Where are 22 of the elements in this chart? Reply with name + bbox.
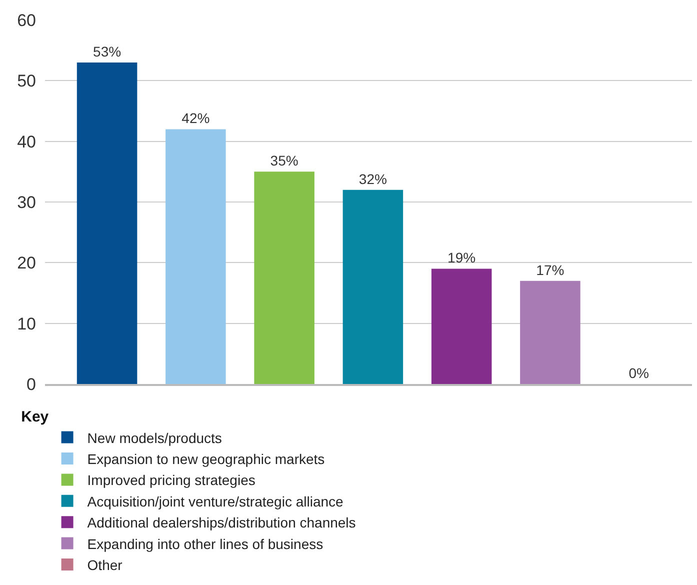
data-label: 32% xyxy=(358,170,387,187)
legend-label: Expanding into other lines of business xyxy=(87,536,324,552)
data-label: 17% xyxy=(536,262,564,278)
legend-label: Acquisition/joint venture/strategic alliance xyxy=(87,493,344,510)
data-label: 19% xyxy=(448,250,476,266)
y-tick-label: 30 xyxy=(17,192,36,212)
data-label: 35% xyxy=(270,152,298,169)
data-label: 53% xyxy=(93,43,122,60)
y-tick-label: 0 xyxy=(26,374,36,394)
legend-label: Additional dealerships/distribution channels xyxy=(87,514,356,531)
legend-label: Improved pricing strategies xyxy=(87,472,256,488)
y-tick-label: 10 xyxy=(17,314,36,334)
y-tick-label: 20 xyxy=(17,254,36,273)
data-label: 42% xyxy=(182,110,210,126)
legend-title: Key xyxy=(21,408,50,426)
legend-label: New models/products xyxy=(87,430,222,446)
data-label: 0% xyxy=(628,365,649,381)
legend-label: Other xyxy=(87,556,123,573)
legend-label: Expansion to new geographic markets xyxy=(87,450,325,467)
y-tick-label: 50 xyxy=(17,72,36,91)
y-tick-label: 40 xyxy=(17,132,36,152)
y-tick-label: 60 xyxy=(17,10,36,30)
